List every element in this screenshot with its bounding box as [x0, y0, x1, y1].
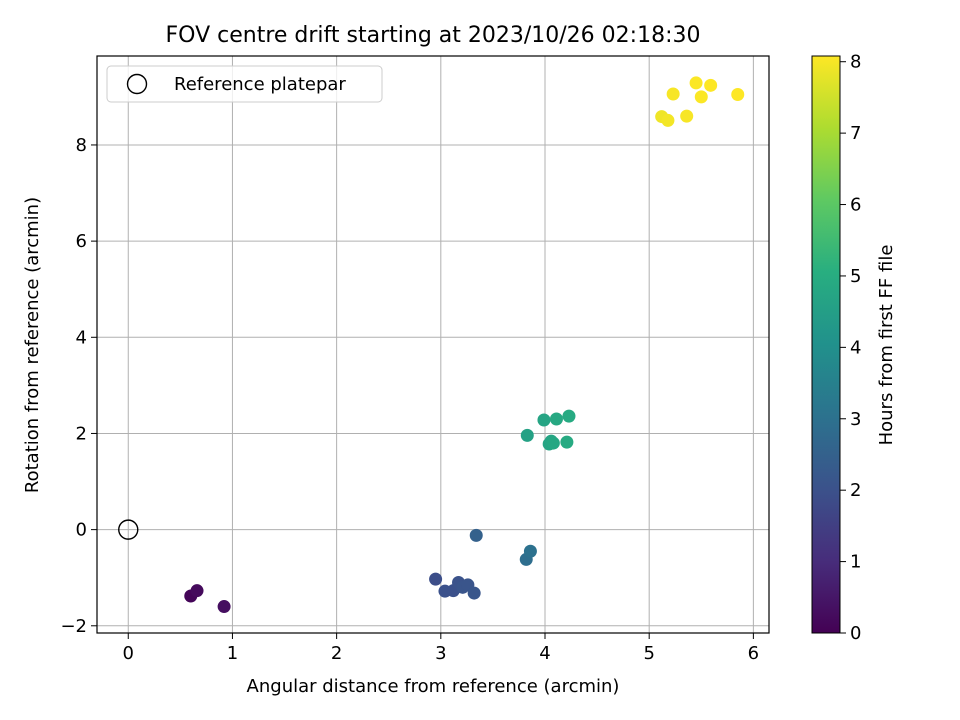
colorbar-tick-label: 3: [850, 409, 861, 430]
y-axis-label: Rotation from reference (arcmin): [22, 197, 43, 493]
scatter-point: [689, 76, 703, 90]
y-tick-label: 0: [76, 520, 87, 541]
colorbar-tick-label: 5: [850, 266, 861, 287]
x-axis-ticks: 0 1 2 3 4 5 6: [123, 633, 759, 664]
y-tick-label: 8: [76, 135, 87, 156]
y-tick-label: 6: [76, 231, 87, 252]
colorbar-label: Hours from first FF file: [876, 245, 897, 446]
chart-title: FOV centre drift starting at 2023/10/26 …: [166, 23, 701, 48]
x-tick-label: 5: [643, 643, 654, 664]
y-tick-label: 2: [76, 423, 87, 444]
scatter-point: [190, 584, 204, 598]
scatter-point: [523, 544, 537, 558]
x-tick-label: 0: [123, 643, 134, 664]
colorbar-ticks: 0 1 2 3 4 5 6 7 8: [840, 52, 861, 644]
colorbar-tick-label: 1: [850, 552, 861, 573]
colorbar-gradient: [811, 55, 841, 634]
scatter-point: [694, 90, 708, 104]
colorbar-tick-label: 0: [850, 623, 861, 644]
grid-lines: [97, 56, 769, 633]
scatter-point: [467, 586, 481, 600]
colorbar-tick-label: 7: [850, 123, 861, 144]
reference-platepar-marker: [118, 519, 139, 540]
y-tick-label: 4: [76, 327, 87, 348]
plot-frame: [96, 55, 770, 634]
colorbar: 0 1 2 3 4 5 6 7 8 Hours from first FF file: [811, 52, 897, 644]
legend-entry-reference: Reference platepar: [174, 74, 346, 95]
scatter-point: [562, 409, 576, 423]
scatter-point: [429, 572, 443, 586]
scatter-point: [560, 435, 574, 449]
legend: Reference platepar: [106, 65, 383, 103]
legend-box: [106, 65, 383, 103]
colorbar-tick-label: 2: [850, 480, 861, 501]
scatter-point: [520, 428, 534, 442]
colorbar-tick-label: 4: [850, 337, 861, 358]
x-tick-label: 1: [227, 643, 238, 664]
x-tick-label: 2: [331, 643, 342, 664]
x-tick-label: 3: [435, 643, 446, 664]
colorbar-tick-label: 6: [850, 195, 861, 216]
y-tick-label: −2: [60, 616, 87, 637]
x-tick-label: 6: [748, 643, 759, 664]
scatter-points: [184, 76, 745, 614]
y-axis-ticks: −2 0 2 4 6 8: [60, 135, 97, 637]
scatter-point: [680, 109, 694, 123]
colorbar-tick-label: 8: [850, 52, 861, 73]
scatter-point: [537, 413, 551, 427]
scatter-point: [731, 87, 745, 101]
x-axis-label: Angular distance from reference (arcmin): [247, 676, 620, 697]
legend-reference-marker: [126, 73, 148, 95]
x-tick-label: 4: [539, 643, 550, 664]
scatter-point: [469, 528, 483, 542]
scatter-point: [666, 87, 680, 101]
scatter-point: [546, 436, 560, 450]
scatter-point: [549, 412, 563, 426]
scatter-point: [661, 113, 675, 127]
scatter-point: [217, 600, 231, 614]
scatter-point: [704, 78, 718, 92]
